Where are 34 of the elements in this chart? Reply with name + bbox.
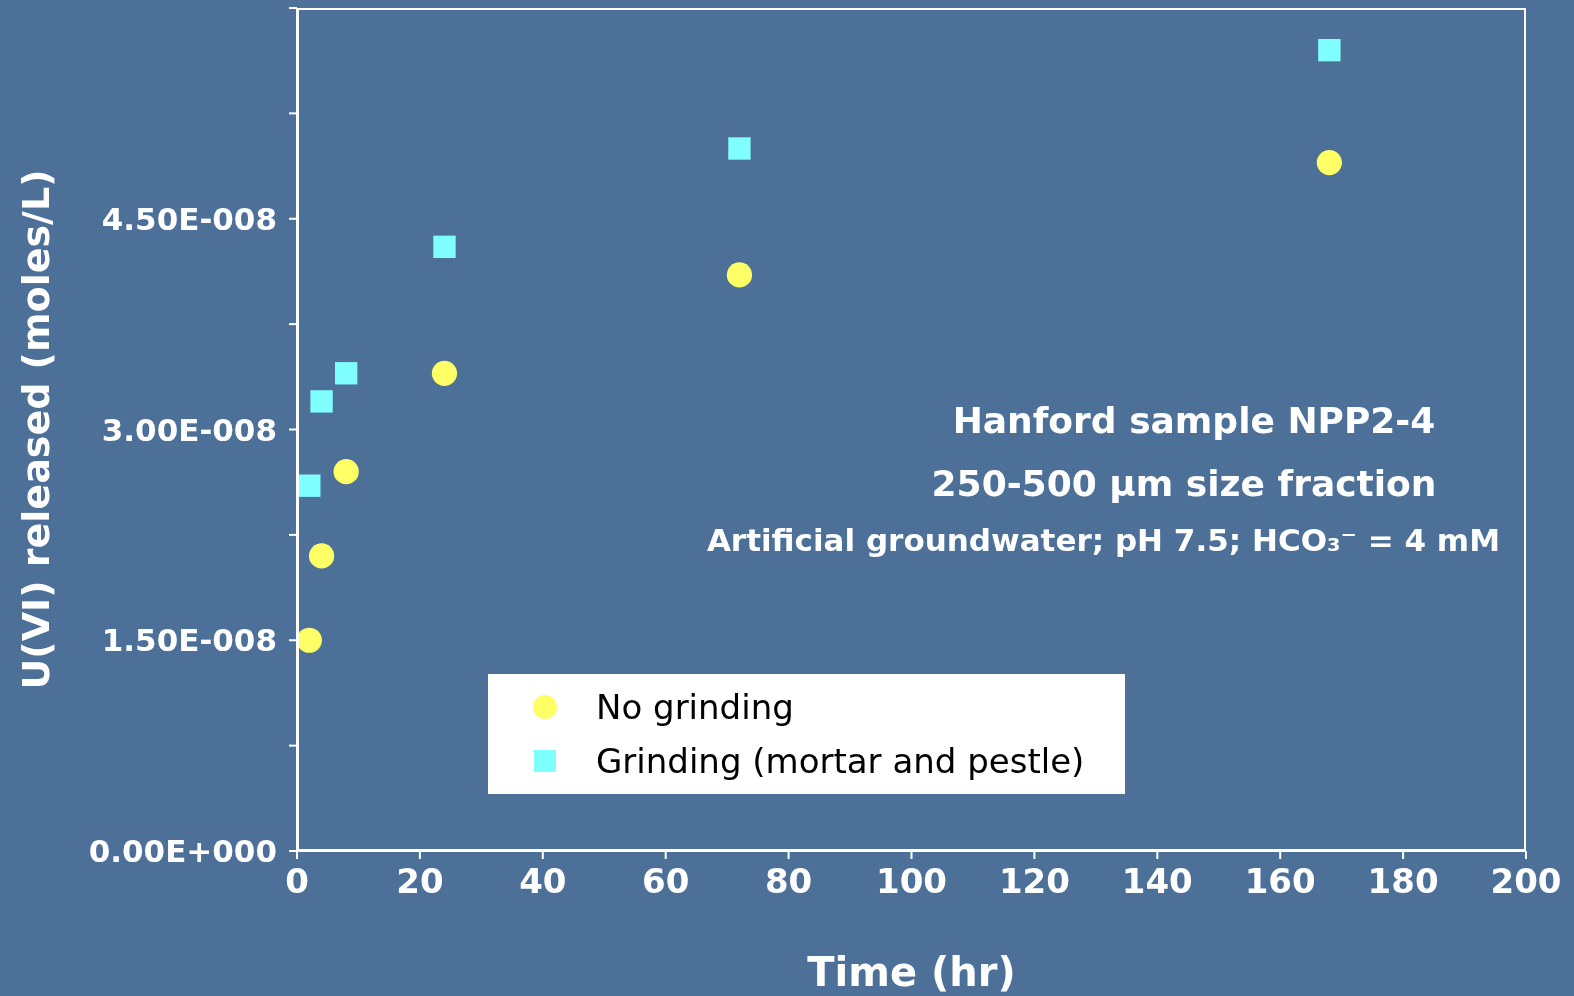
point <box>333 459 359 485</box>
annotation: Artificial groundwater; pH 7.5; HCO₃⁻ = 4 mM <box>705 522 1500 558</box>
y-tick-label: 1.50E-008 <box>101 622 277 659</box>
y-tick-label: 3.00E-008 <box>101 411 277 448</box>
x-axis-title: Time (hr) <box>807 949 1016 995</box>
x-tick-label: 80 <box>764 861 813 902</box>
x-tick-label: 180 <box>1367 861 1439 902</box>
x-tick-label: 20 <box>396 861 444 902</box>
annotation: 250-500 μm size fraction <box>930 463 1438 504</box>
y-tick-label: 0.00E+000 <box>88 833 277 870</box>
point <box>726 262 753 288</box>
legend-label: Grinding (mortar and pestle) <box>596 740 1085 783</box>
legend-label: No grinding <box>596 686 794 729</box>
point <box>431 360 458 386</box>
x-tick-label: 0 <box>285 861 309 902</box>
point <box>1318 38 1341 62</box>
point <box>297 627 322 653</box>
annotation: Hanford sample NPP2-4 <box>951 400 1437 441</box>
x-tick-label: 40 <box>519 861 567 902</box>
x-tick-label: 60 <box>642 861 690 902</box>
y-axis-title: U(VI) released (moles/L) <box>14 169 59 690</box>
y-tick-label: 4.50E-008 <box>101 200 277 237</box>
x-tick-label: 200 <box>1490 861 1562 902</box>
point <box>308 543 335 569</box>
point <box>728 137 751 160</box>
point <box>298 474 321 497</box>
x-tick-label: 100 <box>876 861 947 902</box>
x-tick-label: 160 <box>1244 861 1316 902</box>
point <box>310 390 333 413</box>
x-tick-label: 140 <box>1121 861 1193 902</box>
point <box>433 235 456 259</box>
point <box>334 362 358 385</box>
x-tick-label: 120 <box>998 861 1070 902</box>
point <box>1316 149 1342 176</box>
